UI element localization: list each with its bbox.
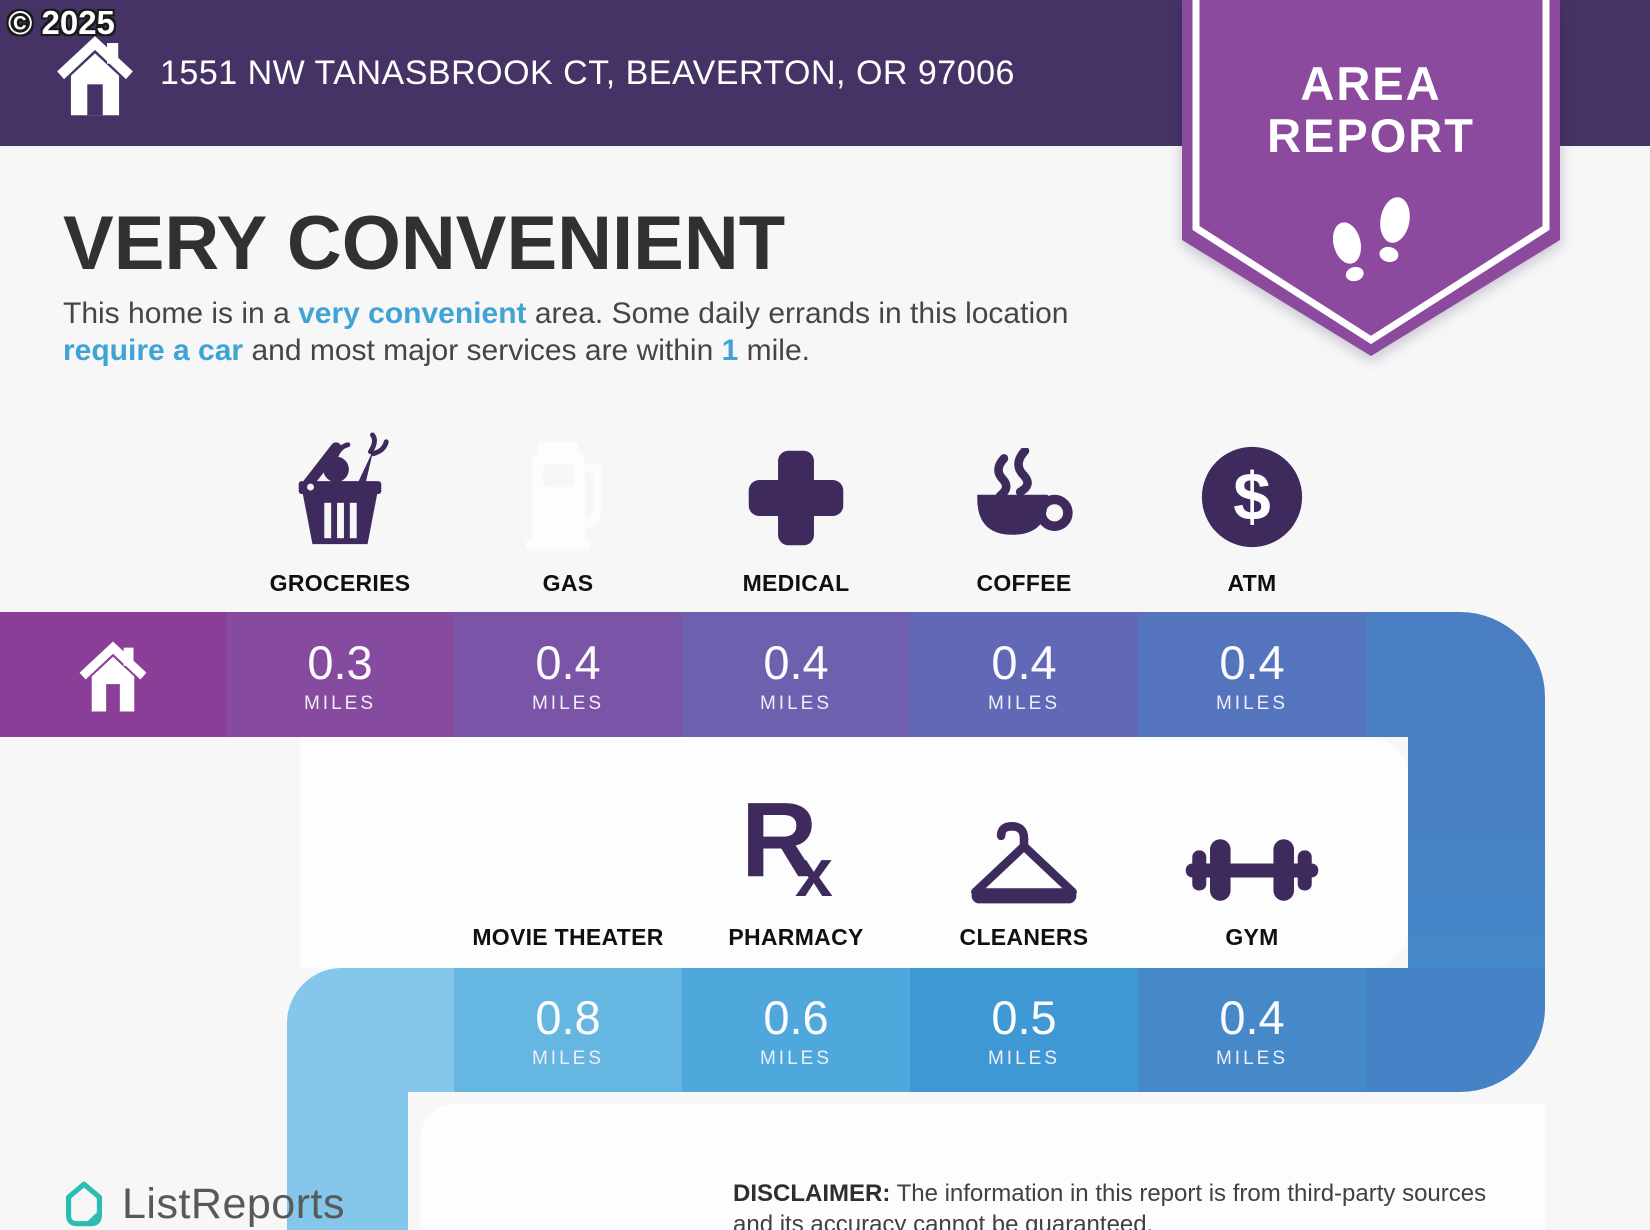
- listreports-logo: ListReports: [60, 1178, 345, 1230]
- column-label-movie-theater: MOVIE THEATER: [472, 924, 664, 950]
- distance-unit: MILES: [303, 692, 377, 714]
- distance-unit: MILES: [1215, 1048, 1289, 1069]
- home-door: [87, 84, 103, 116]
- listreports-house-icon: [66, 1181, 102, 1227]
- distance-cell-movie-theater: 0.8 MILES: [454, 968, 682, 1092]
- column-label-coffee: COFFEE: [976, 570, 1072, 596]
- path-connector-bottom-right: [1366, 968, 1545, 1092]
- column-label-gym: GYM: [1225, 924, 1279, 950]
- distance-value: 0.5: [991, 991, 1057, 1044]
- badge-line2: REPORT: [1267, 109, 1475, 162]
- distance-cell-medical: 0.4 MILES: [682, 612, 910, 737]
- disclaimer-text: DISCLAIMER: The information in this repo…: [733, 1180, 1487, 1230]
- distance-unit: MILES: [987, 692, 1061, 714]
- column-label-cleaners: CLEANERS: [959, 924, 1089, 950]
- dumbbell-icon: [1138, 782, 1366, 912]
- column-label-pharmacy: PHARMACY: [728, 924, 864, 950]
- highlight-one-mile: 1: [721, 333, 739, 367]
- distance-cell-groceries: 0.3 MILES: [226, 612, 454, 737]
- distance-value: 0.4: [535, 635, 601, 689]
- medical-cross-icon: [682, 420, 910, 550]
- hanger-icon: [910, 782, 1138, 912]
- column-label-groceries: GROCERIES: [269, 570, 411, 596]
- brand-name: ListReports: [122, 1179, 345, 1228]
- path-connector-vertical: [1408, 736, 1545, 969]
- path-segment-row2-left: [287, 968, 454, 1092]
- distance-unit: MILES: [987, 1048, 1061, 1069]
- highlight-require-a-car: require a car: [63, 333, 244, 367]
- distance-unit: MILES: [759, 1048, 833, 1069]
- home-cell: [0, 612, 226, 737]
- distance-value: 0.4: [991, 635, 1057, 689]
- distance-cell-pharmacy: 0.6 MILES: [682, 968, 910, 1092]
- popcorn-icon: [454, 782, 682, 912]
- distance-value: 0.3: [307, 635, 373, 689]
- distance-cell-gas: 0.4 MILES: [454, 612, 682, 737]
- distance-value: 0.4: [1219, 991, 1285, 1044]
- area-report-badge: AREA REPORT: [1182, 0, 1560, 356]
- copyright-watermark: © 2025: [8, 4, 115, 41]
- path-tail-bottom-left: [287, 1092, 408, 1230]
- distance-value: 0.8: [535, 991, 601, 1044]
- footprints-icon: [1332, 197, 1410, 282]
- rx-icon: R x: [741, 781, 833, 911]
- column-label-medical: MEDICAL: [742, 570, 850, 596]
- property-address: 1551 NW TANASBROOK CT, BEAVERTON, OR 970…: [160, 53, 1015, 92]
- page-title: VERY CONVENIENT: [63, 201, 786, 286]
- distance-cell-coffee: 0.4 MILES: [910, 612, 1138, 737]
- distance-unit: MILES: [531, 1048, 605, 1069]
- column-label-gas: GAS: [542, 570, 594, 596]
- home-icon: [57, 36, 133, 116]
- gas-pump-icon: [454, 420, 682, 550]
- svg-text:$: $: [1233, 460, 1271, 535]
- distance-cell-atm: 0.4 MILES: [1138, 612, 1366, 737]
- distance-cell-cleaners: 0.5 MILES: [910, 968, 1138, 1092]
- dollar-circle-icon: $: [1138, 420, 1366, 550]
- white-inset-panel-bottom: [420, 1104, 1545, 1230]
- distance-unit: MILES: [1215, 692, 1289, 714]
- distance-value: 0.4: [763, 635, 829, 689]
- column-label-atm: ATM: [1227, 570, 1277, 596]
- badge-line1: AREA: [1300, 57, 1441, 110]
- distance-value: 0.6: [763, 991, 829, 1044]
- distance-unit: MILES: [531, 692, 605, 714]
- grocery-basket-icon: [226, 420, 454, 550]
- coffee-cup-icon: [910, 420, 1138, 550]
- distance-value: 0.4: [1219, 635, 1285, 689]
- distance-unit: MILES: [759, 692, 833, 714]
- distance-cell-gym: 0.4 MILES: [1138, 968, 1366, 1092]
- highlight-very-convenient: very convenient: [298, 297, 527, 330]
- path-connector-top-right: [1366, 612, 1545, 737]
- intro-paragraph: This home is in a very convenient area. …: [63, 297, 1069, 367]
- home-icon: [79, 641, 147, 711]
